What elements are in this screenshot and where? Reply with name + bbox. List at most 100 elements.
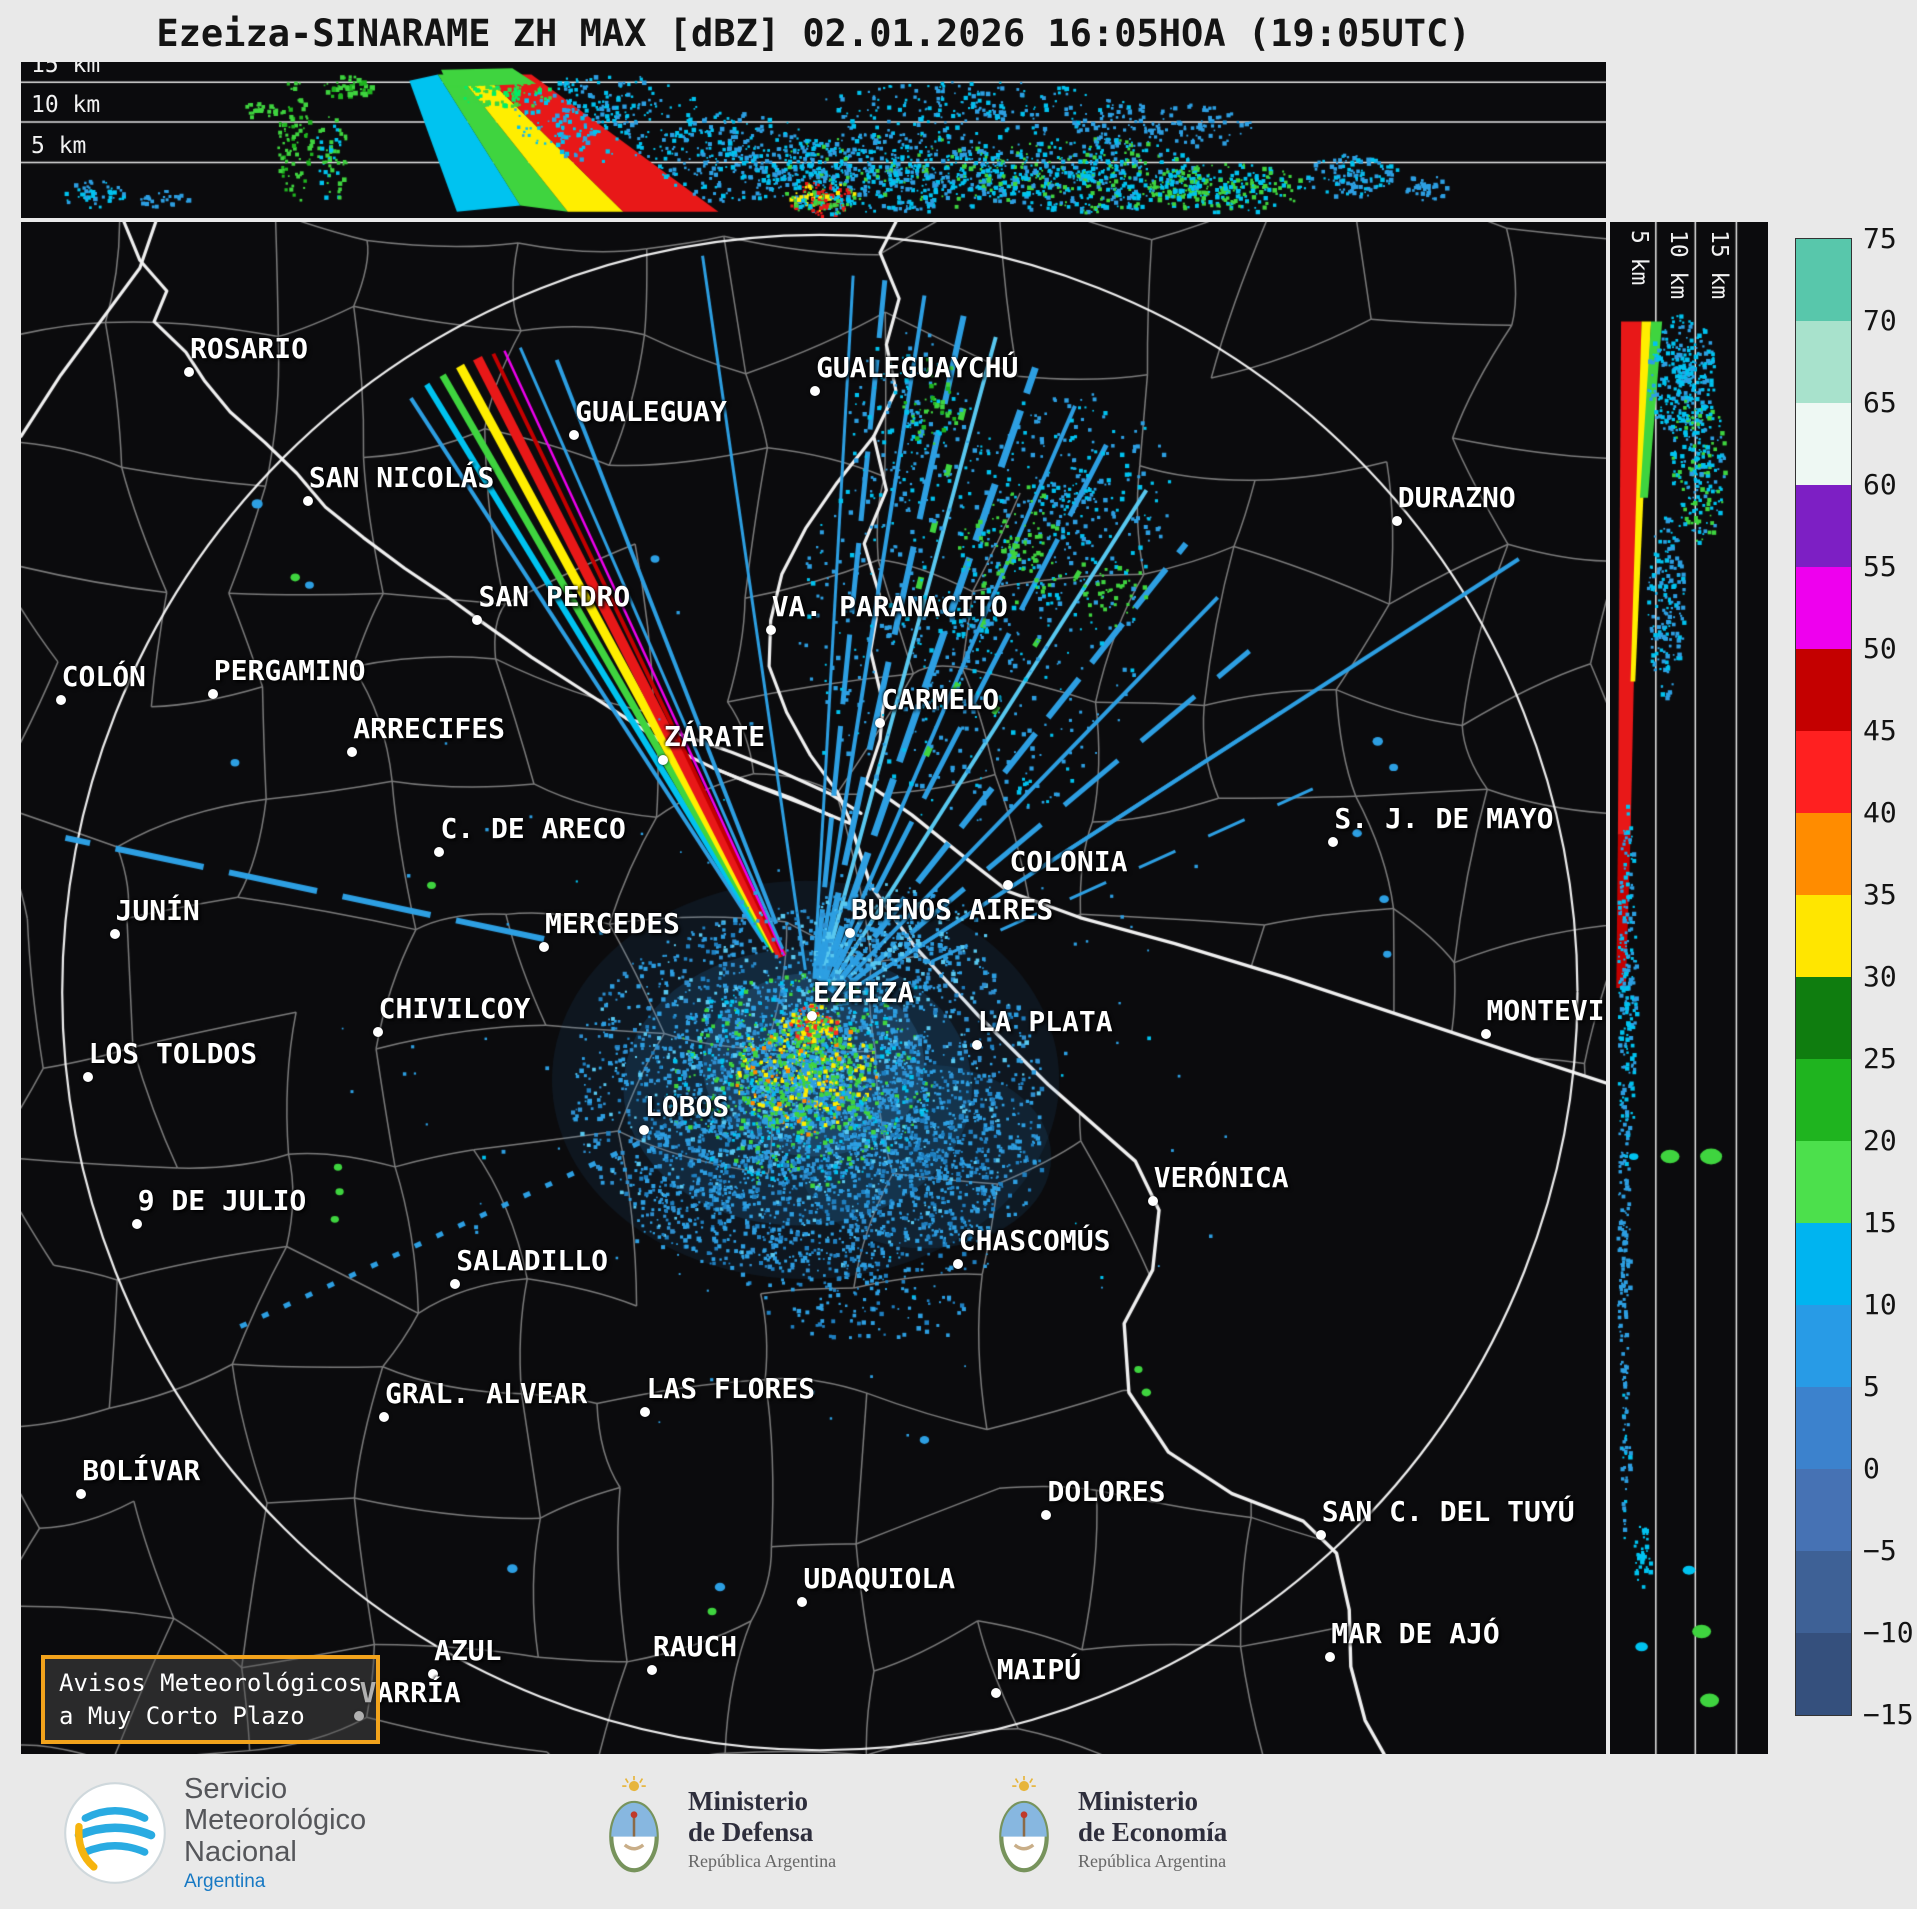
city-dot bbox=[638, 1125, 649, 1136]
city-dot bbox=[1325, 1652, 1336, 1663]
colorbar-tick: −15 bbox=[1863, 1698, 1914, 1731]
city-label: DURAZNO bbox=[1397, 480, 1516, 514]
page-title: Ezeiza-SINARAME ZH MAX [dBZ] 02.01.2026 … bbox=[156, 12, 1471, 55]
city-label: ZÁRATE bbox=[663, 719, 766, 753]
colorbar-tick: 75 bbox=[1863, 222, 1897, 255]
city-dot bbox=[797, 1597, 808, 1608]
defensa-name: Ministerio de Defensa República Argentin… bbox=[688, 1786, 836, 1871]
city-dot bbox=[657, 754, 668, 765]
city-label: SAN C. DEL TUYÚ bbox=[1321, 1494, 1575, 1528]
smn-name-line3: Nacional bbox=[184, 1835, 297, 1868]
city-label: SAN PEDRO bbox=[478, 580, 631, 614]
height-axis-label: 15 km bbox=[31, 62, 101, 79]
warning-box-line2: a Muy Corto Plazo bbox=[59, 1701, 305, 1730]
city-dot bbox=[76, 1488, 87, 1499]
defensa-title-line2: de Defensa bbox=[688, 1816, 814, 1847]
city-dot bbox=[1041, 1510, 1052, 1520]
colorbar-segment bbox=[1796, 813, 1851, 895]
city-dot bbox=[378, 1411, 389, 1422]
city-dot bbox=[1147, 1195, 1158, 1206]
city-label: BUENOS AIRES bbox=[850, 892, 1054, 926]
colorbar-segment bbox=[1796, 731, 1851, 813]
colorbar-segment bbox=[1796, 1305, 1851, 1387]
economia-subtitle: República Argentina bbox=[1078, 1850, 1227, 1871]
defensa-brand-block: Ministerio de Defensa República Argentin… bbox=[596, 1776, 836, 1882]
height-axis-label: 5 km bbox=[31, 132, 87, 159]
colorbar-segment bbox=[1796, 649, 1851, 731]
city-dot bbox=[990, 1687, 1001, 1698]
colorbar-tick: 20 bbox=[1863, 1124, 1897, 1157]
city-label: ARRECIFES bbox=[353, 712, 505, 746]
coat-of-arms-icon bbox=[609, 1776, 659, 1873]
city-label: S. J. DE MAYO bbox=[1334, 802, 1554, 836]
economia-title-line1: Ministerio bbox=[1078, 1786, 1198, 1817]
city-label: AZUL bbox=[434, 1634, 502, 1668]
city-label: ROSARIO bbox=[190, 332, 309, 366]
defensa-subtitle: República Argentina bbox=[688, 1850, 837, 1871]
city-dot bbox=[472, 615, 483, 626]
city-label: LOBOS bbox=[644, 1090, 730, 1124]
economia-name: Ministerio de Economía República Argenti… bbox=[1078, 1786, 1227, 1871]
city-label: SALADILLO bbox=[456, 1243, 608, 1277]
city-dot bbox=[450, 1278, 461, 1289]
city-label: EZEIZA bbox=[812, 975, 915, 1009]
colorbar-tick: 35 bbox=[1863, 878, 1897, 911]
city-dot bbox=[82, 1071, 93, 1082]
colorbar-segment bbox=[1796, 321, 1851, 403]
colorbar-segment bbox=[1796, 1469, 1851, 1551]
colorbar-tick: 25 bbox=[1863, 1042, 1897, 1075]
city-label: VA. PARANACITO bbox=[771, 589, 1008, 623]
city-label: UDAQUIOLA bbox=[803, 1562, 956, 1596]
city-label: LAS FLORES bbox=[646, 1372, 816, 1406]
economia-title-line2: de Economía bbox=[1078, 1816, 1228, 1847]
city-dot bbox=[207, 688, 218, 699]
city-dot bbox=[844, 927, 855, 938]
city-label: GUALEGUAYCHÚ bbox=[816, 350, 1019, 384]
colorbar-tick: 0 bbox=[1863, 1452, 1880, 1485]
colorbar-segment bbox=[1796, 485, 1851, 567]
city-label: LA PLATA bbox=[977, 1004, 1113, 1038]
city-label: PERGAMINO bbox=[213, 653, 366, 687]
colorbar-tick: 60 bbox=[1863, 468, 1897, 501]
city-dot bbox=[347, 747, 358, 758]
city-label: CARMELO bbox=[881, 682, 1000, 716]
city-dot bbox=[1003, 880, 1014, 891]
radar-map-panel: ROSARIO GUALEGUAYCHÚ GUALEGUAY SAN NICOLÁS D… bbox=[21, 222, 1606, 1754]
city-label: MAIPÚ bbox=[996, 1652, 1082, 1686]
city-dot bbox=[1480, 1028, 1491, 1039]
colorbar-segment bbox=[1796, 1059, 1851, 1141]
city-dot bbox=[353, 1710, 364, 1721]
city-label: MERCEDES bbox=[545, 906, 680, 940]
colorbar-segment bbox=[1796, 1551, 1851, 1633]
city-dot bbox=[765, 624, 776, 635]
economia-brand-block: Ministerio de Economía República Argenti… bbox=[986, 1776, 1227, 1882]
smn-country: Argentina bbox=[184, 1870, 266, 1892]
city-dot bbox=[55, 694, 66, 705]
colorbar-tick: 65 bbox=[1863, 386, 1897, 419]
city-dot bbox=[952, 1258, 963, 1269]
city-label: JUNÍN bbox=[115, 894, 200, 928]
colorbar-segment bbox=[1796, 1387, 1851, 1469]
radar-map-canvas bbox=[21, 222, 1606, 1754]
city-label: COLÓN bbox=[61, 659, 146, 693]
city-label: GRAL. ALVEAR bbox=[384, 1376, 588, 1410]
city-dot bbox=[806, 1010, 817, 1021]
city-dot bbox=[131, 1218, 142, 1229]
colorbar-segment bbox=[1796, 567, 1851, 649]
city-label: VERÓNICA bbox=[1153, 1160, 1289, 1194]
city-dot bbox=[646, 1664, 657, 1675]
city-dot bbox=[539, 941, 550, 952]
city-dot bbox=[640, 1407, 651, 1418]
colorbar-segment bbox=[1796, 1141, 1851, 1223]
city-label: DOLORES bbox=[1047, 1475, 1166, 1508]
city-dot bbox=[971, 1039, 982, 1050]
cross-section-right-panel: 5 km 10 km 15 km bbox=[1610, 222, 1768, 1754]
colorbar-segment bbox=[1796, 1223, 1851, 1305]
colorbar-tick: 45 bbox=[1863, 714, 1897, 747]
coat-of-arms-icon bbox=[999, 1776, 1049, 1873]
city-dot bbox=[302, 495, 313, 506]
defensa-title-line1: Ministerio bbox=[688, 1786, 808, 1817]
colorbar-segment bbox=[1796, 403, 1851, 485]
city-dot bbox=[372, 1027, 383, 1038]
